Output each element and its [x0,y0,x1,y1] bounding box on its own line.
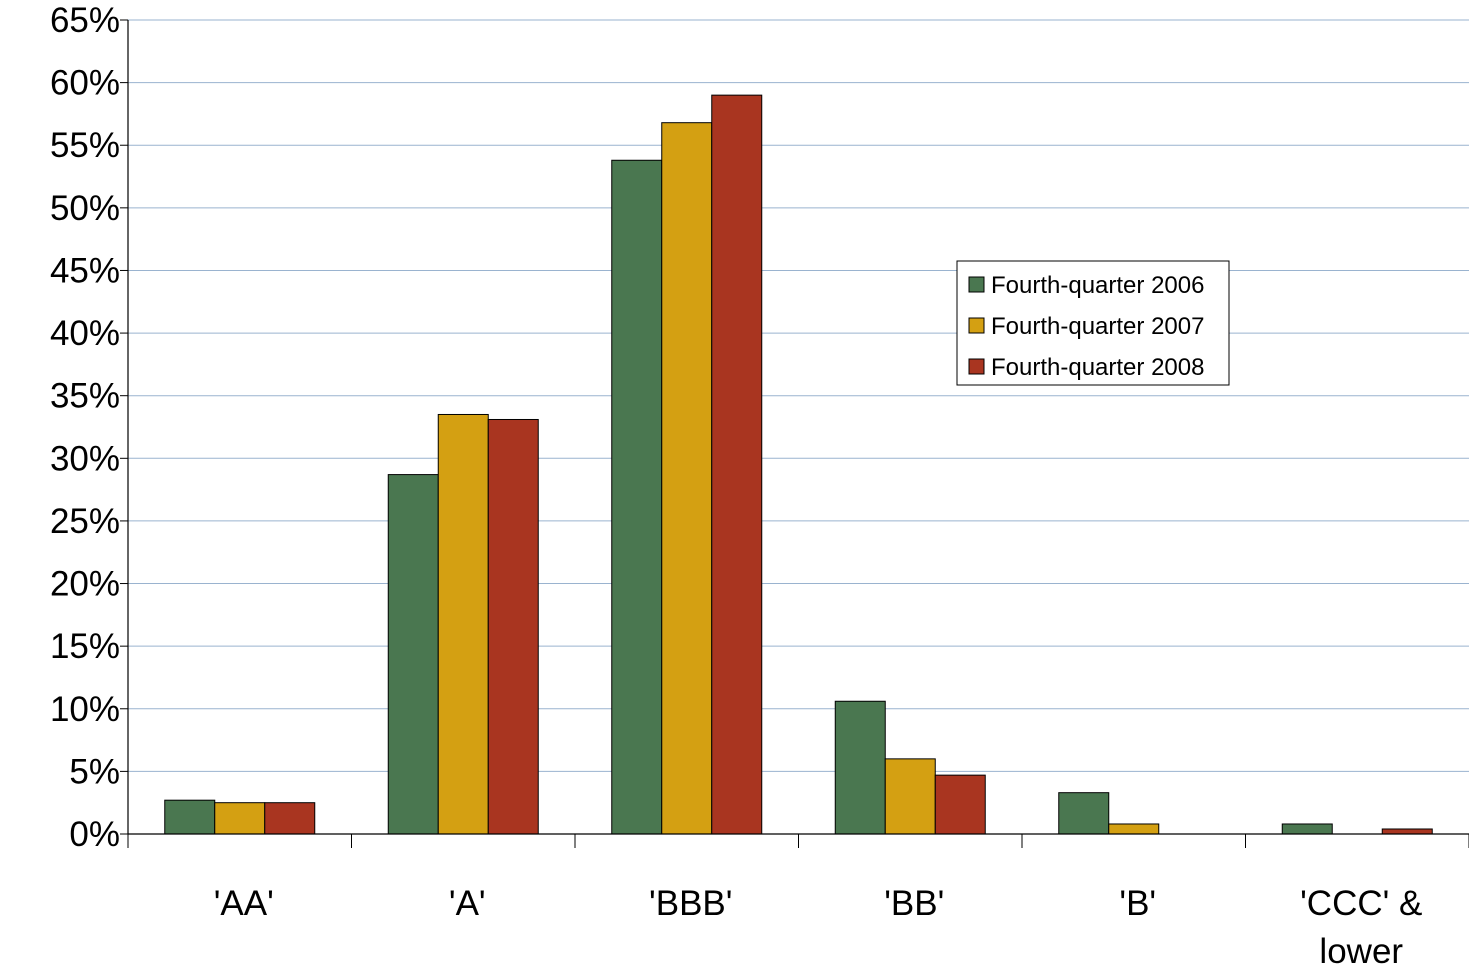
bar [1381,828,1433,835]
bars [164,94,1433,835]
x-category-labels: 'AA' 'A' 'BBB' 'BB' 'B' 'CCC' & lower [214,884,1423,970]
bar [1281,823,1333,835]
bar [661,122,713,835]
legend-label: Fourth-quarter 2008 [991,354,1204,381]
bar [934,774,986,835]
gridlines [128,19,1469,772]
x-category-label: 'BBB' [649,884,732,923]
x-category-label: 'BB' [884,884,944,923]
y-tick-label: 65% [50,1,120,40]
bar [1058,792,1110,835]
x-category-label: 'CCC' & lower [1300,884,1422,970]
legend-swatch [968,358,985,375]
y-tick-label: 15% [50,627,120,666]
y-tick-label: 5% [69,752,120,791]
bar [214,802,266,835]
y-tick-label: 45% [50,251,120,290]
bar [711,94,763,835]
y-tick-label: 55% [50,126,120,165]
legend-box [956,260,1230,386]
legend: Fourth-quarter 2006 Fourth-quarter 2007 Fo… [956,260,1230,386]
axes [120,19,1469,848]
y-tick-label: 35% [50,377,120,416]
bar [834,700,886,835]
bar [437,413,489,835]
y-tick-labels: 0% 5% 10% 15% 20% 25% 30% 35% 40% 45% 50% 55% 60% 65% [50,1,120,854]
legend-swatch [968,317,985,334]
y-tick-label: 0% [69,815,120,854]
y-tick-label: 10% [50,690,120,729]
x-category-label: 'A' [449,884,486,923]
y-tick-label: 60% [50,64,120,103]
bar [164,799,216,835]
bar [611,159,663,835]
x-category-label: 'AA' [214,884,274,923]
bar [264,802,316,835]
y-tick-label: 25% [50,502,120,541]
bar [387,474,439,835]
y-tick-label: 50% [50,189,120,228]
y-tick-label: 30% [50,439,120,478]
y-tick-label: 20% [50,565,120,604]
legend-label: Fourth-quarter 2007 [991,313,1204,340]
legend-label: Fourth-quarter 2006 [991,272,1204,299]
y-tick-label: 40% [50,314,120,353]
x-category-label: 'B' [1119,884,1156,923]
bar [1108,823,1160,835]
bar [487,418,539,835]
legend-swatch [968,276,985,293]
bar [884,758,936,835]
